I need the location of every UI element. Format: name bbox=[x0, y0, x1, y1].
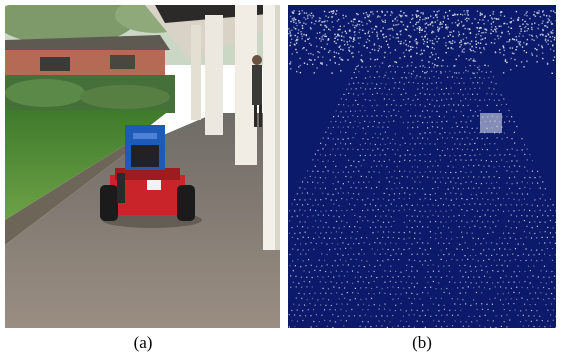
robot-corridor-photo bbox=[5, 5, 280, 328]
point-cloud-image bbox=[288, 5, 556, 328]
point-cloud-points bbox=[288, 10, 556, 328]
caption-b: (b) bbox=[412, 333, 432, 352]
panel-b-point-cloud bbox=[288, 5, 556, 328]
panel-a-photo bbox=[5, 5, 280, 328]
robot-figure bbox=[100, 125, 202, 228]
caption-a: (a) bbox=[133, 333, 153, 352]
